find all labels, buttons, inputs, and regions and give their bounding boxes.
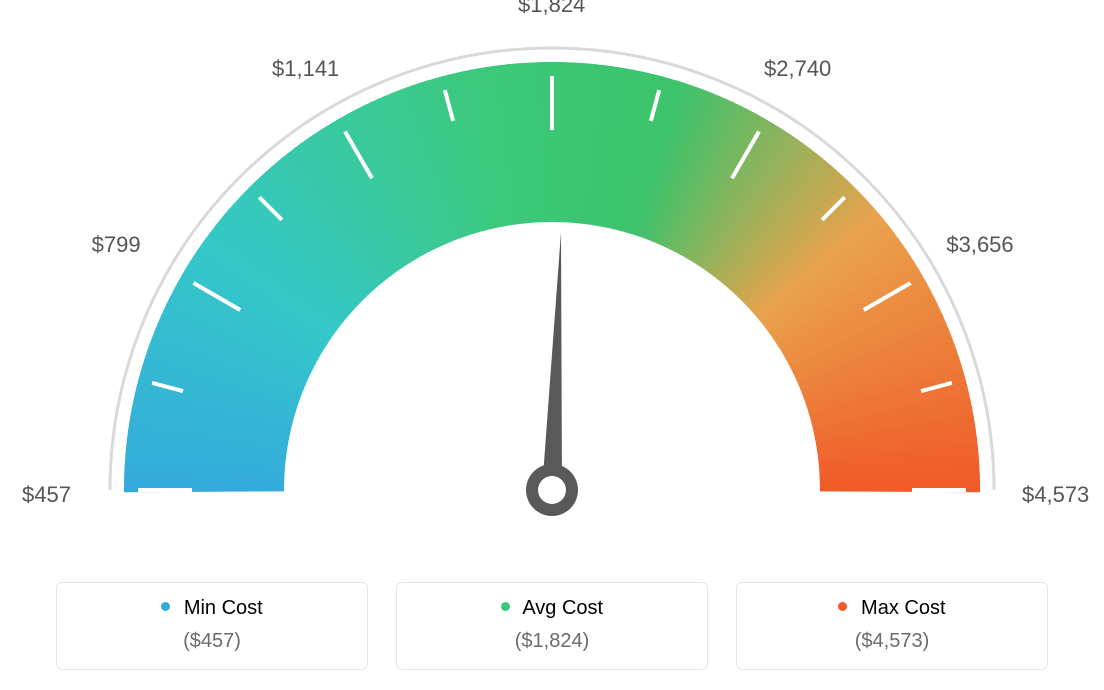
legend-row: Min Cost ($457) Avg Cost ($1,824) Max Co… — [0, 582, 1104, 670]
legend-max: Max Cost ($4,573) — [736, 582, 1048, 670]
legend-min-title: Min Cost — [57, 597, 367, 620]
dot-icon — [838, 602, 847, 611]
tick-label: $3,656 — [946, 232, 1013, 258]
dot-icon — [501, 602, 510, 611]
tick-label: $457 — [22, 482, 71, 508]
gauge-area: $457 $799 $1,141 $1,824 $2,740 $3,656 $4,573 — [0, 0, 1104, 560]
cost-gauge-widget: $457 $799 $1,141 $1,824 $2,740 $3,656 $4,573 M… — [0, 0, 1104, 690]
legend-max-value: ($4,573) — [737, 630, 1047, 653]
gauge-svg — [0, 0, 1104, 560]
legend-min-label: Min Cost — [184, 597, 263, 619]
legend-max-title: Max Cost — [737, 597, 1047, 620]
dot-icon — [161, 602, 170, 611]
tick-label: $4,573 — [1022, 482, 1089, 508]
legend-min: Min Cost ($457) — [56, 582, 368, 670]
legend-avg-title: Avg Cost — [397, 597, 707, 620]
legend-avg-label: Avg Cost — [522, 597, 603, 619]
tick-label: $2,740 — [764, 56, 831, 82]
tick-label: $1,141 — [272, 56, 339, 82]
legend-avg-value: ($1,824) — [397, 630, 707, 653]
tick-label: $799 — [92, 232, 141, 258]
legend-min-value: ($457) — [57, 630, 367, 653]
tick-label: $1,824 — [518, 0, 585, 18]
legend-max-label: Max Cost — [861, 597, 945, 619]
legend-avg: Avg Cost ($1,824) — [396, 582, 708, 670]
needle — [542, 232, 562, 490]
